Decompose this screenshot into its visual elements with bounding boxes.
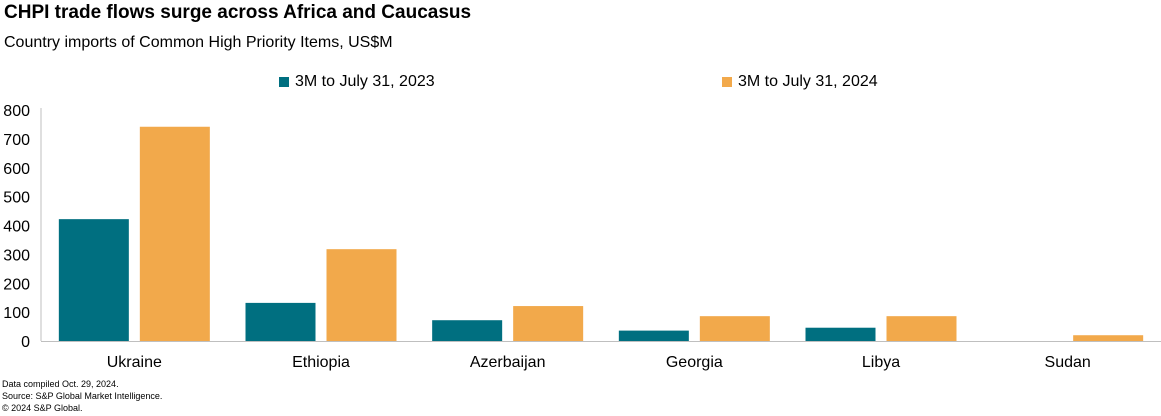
y-tick-label: 300 [3, 247, 30, 264]
note-data-compiled: Data compiled Oct. 29, 2024. [2, 379, 119, 389]
chart-title: CHPI trade flows surge across Africa and… [4, 2, 472, 23]
x-tick-label: Ukraine [107, 354, 162, 371]
bar-libya-2024 [886, 316, 957, 341]
x-tick-label: Ethiopia [292, 354, 350, 371]
bar-azerbaijan-2023 [432, 320, 503, 341]
y-tick-label: 700 [3, 132, 30, 149]
legend-label-2023: 3M to July 31, 2023 [295, 73, 435, 90]
chart-subtitle: Country imports of Common High Priority … [4, 34, 393, 51]
bar-ethiopia-2024 [326, 249, 397, 341]
bar-libya-2023 [805, 327, 876, 341]
legend-item-2024: 3M to July 31, 2024 [722, 73, 878, 91]
bar-georgia-2023 [618, 330, 689, 341]
y-tick-label: 100 [3, 305, 30, 322]
bar-ukraine-2023 [58, 219, 129, 341]
y-tick-label: 400 [3, 219, 30, 236]
x-tick-label: Azerbaijan [470, 354, 546, 371]
legend-swatch-2024 [722, 77, 732, 87]
legend-swatch-2023 [279, 77, 289, 87]
bar-sudan-2024 [1073, 335, 1144, 341]
x-tick-label: Libya [862, 354, 900, 371]
legend-label-2024: 3M to July 31, 2024 [738, 73, 878, 90]
bar-ukraine-2024 [139, 126, 210, 341]
note-copyright: © 2024 S&P Global. [2, 403, 83, 413]
y-tick-label: 500 [3, 190, 30, 207]
bar-georgia-2024 [699, 316, 770, 341]
x-tick-label: Georgia [666, 354, 723, 371]
footnotes: Data compiled Oct. 29, 2024. Source: S&P… [2, 378, 162, 414]
y-tick-label: 800 [3, 103, 30, 120]
y-tick-label: 200 [3, 276, 30, 293]
y-tick-label: 0 [21, 334, 30, 351]
bar-azerbaijan-2024 [513, 306, 584, 341]
legend-item-2023: 3M to July 31, 2023 [279, 73, 435, 91]
chart-legend: 3M to July 31, 2023 3M to July 31, 2024 [0, 73, 1161, 93]
note-source: Source: S&P Global Market Intelligence. [2, 391, 163, 401]
bar-ethiopia-2023 [245, 302, 316, 341]
y-tick-label: 600 [3, 161, 30, 178]
x-tick-label: Sudan [1045, 354, 1091, 371]
